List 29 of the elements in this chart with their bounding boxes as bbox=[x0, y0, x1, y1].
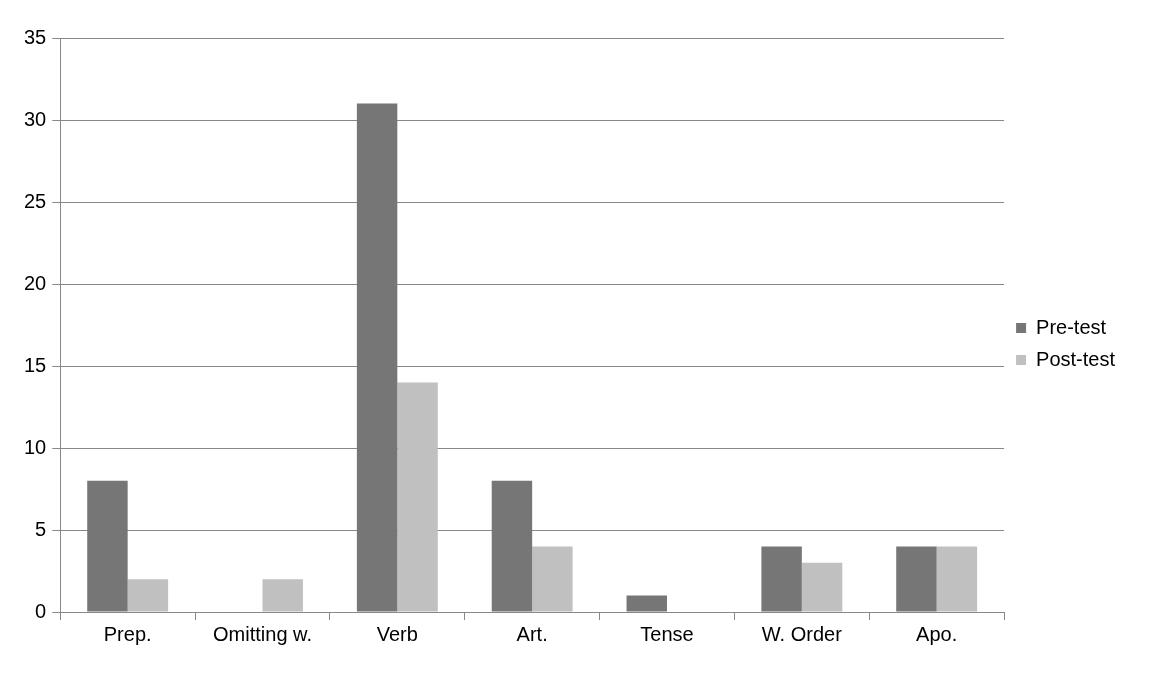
x-tick-label: Art. bbox=[516, 622, 548, 645]
x-tick-label: Prep. bbox=[103, 622, 152, 645]
bar bbox=[896, 546, 937, 612]
bar bbox=[761, 546, 802, 612]
y-tick-label: 35 bbox=[24, 25, 47, 48]
y-tick-label: 25 bbox=[24, 189, 47, 212]
bar bbox=[491, 480, 533, 612]
y-tick-label: 20 bbox=[24, 271, 47, 294]
bar bbox=[356, 103, 398, 612]
x-tick-label: Omitting w. bbox=[213, 622, 312, 645]
bar bbox=[127, 579, 169, 612]
x-tick-label: Tense bbox=[640, 622, 694, 645]
bar bbox=[801, 562, 843, 612]
y-tick-label: 0 bbox=[35, 599, 47, 622]
bar bbox=[262, 579, 303, 612]
bar bbox=[532, 546, 573, 612]
bar bbox=[397, 382, 438, 612]
legend-label: Pre-test bbox=[1036, 315, 1107, 338]
y-tick-label: 30 bbox=[24, 107, 47, 130]
y-tick-label: 5 bbox=[35, 517, 47, 540]
x-tick-label: W. Order bbox=[761, 622, 843, 645]
x-tick-label: Verb bbox=[376, 622, 418, 645]
bar bbox=[87, 480, 128, 612]
legend-label: Post-test bbox=[1036, 347, 1116, 370]
y-tick-label: 15 bbox=[24, 353, 47, 376]
bar bbox=[936, 546, 978, 612]
bar bbox=[626, 595, 667, 612]
y-tick-label: 10 bbox=[24, 435, 47, 458]
x-tick-label: Apo. bbox=[916, 622, 958, 645]
